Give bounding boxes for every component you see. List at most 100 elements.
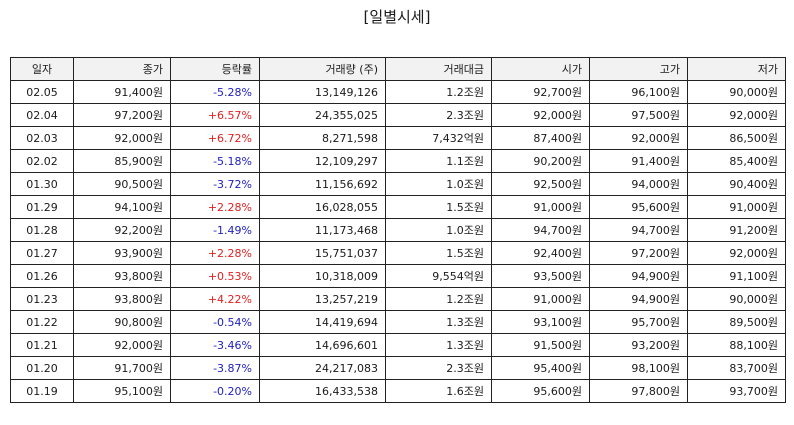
cell-low: 90,000원 [687,80,786,104]
cell-high: 94,900원 [589,264,688,288]
cell-date: 01.21 [10,333,74,357]
cell-date: 02.04 [10,103,74,127]
cell-amount: 9,554억원 [385,264,492,288]
cell-open: 91,000원 [491,287,590,311]
cell-low: 91,200원 [687,218,786,242]
cell-open: 94,700원 [491,218,590,242]
cell-open: 92,400원 [491,241,590,265]
table-row: 01.27 93,900원 +2.28% 15,751,037 1.5조원 92,400원… [10,241,786,265]
cell-low: 85,400원 [687,149,786,173]
cell-amount: 1.0조원 [385,218,492,242]
cell-close: 95,100원 [73,379,171,403]
cell-volume: 24,355,025 [259,103,386,127]
table-row: 01.23 93,800원 +4.22% 13,257,219 1.2조원 91,000원… [10,287,786,311]
cell-amount: 1.2조원 [385,287,492,311]
cell-low: 89,500원 [687,310,786,334]
cell-low: 90,400원 [687,172,786,196]
cell-open: 92,700원 [491,80,590,104]
cell-open: 91,500원 [491,333,590,357]
cell-high: 94,700원 [589,218,688,242]
table-row: 01.21 92,000원 -3.46% 14,696,601 1.3조원 91,500원… [10,333,786,357]
table-body: 02.05 91,400원 -5.28% 13,149,126 1.2조원 92,700원… [10,80,786,403]
cell-open: 91,000원 [491,195,590,219]
cell-close: 92,000원 [73,126,171,150]
cell-close: 93,800원 [73,287,171,311]
cell-close: 93,900원 [73,241,171,265]
cell-volume: 15,751,037 [259,241,386,265]
cell-high: 91,400원 [589,149,688,173]
cell-amount: 1.1조원 [385,149,492,173]
cell-change: +4.22% [170,287,260,311]
cell-change: +0.53% [170,264,260,288]
cell-change: -3.46% [170,333,260,357]
cell-low: 91,000원 [687,195,786,219]
cell-date: 01.26 [10,264,74,288]
cell-close: 97,200원 [73,103,171,127]
cell-volume: 13,257,219 [259,287,386,311]
cell-amount: 1.3조원 [385,333,492,357]
cell-high: 97,500원 [589,103,688,127]
cell-change: -3.72% [170,172,260,196]
cell-change: -5.28% [170,80,260,104]
cell-close: 91,400원 [73,80,171,104]
cell-amount: 7,432억원 [385,126,492,150]
cell-amount: 1.5조원 [385,241,492,265]
cell-volume: 16,433,538 [259,379,386,403]
table-header-row: 일자 종가 등락률 거래량 (주) 거래대금 시가 고가 저가 [10,57,786,81]
cell-change: +2.28% [170,195,260,219]
cell-open: 92,000원 [491,103,590,127]
cell-amount: 1.0조원 [385,172,492,196]
cell-change: -0.54% [170,310,260,334]
cell-open: 95,400원 [491,356,590,380]
cell-high: 94,000원 [589,172,688,196]
cell-change: +6.57% [170,103,260,127]
table-row: 02.02 85,900원 -5.18% 12,109,297 1.1조원 90,200원… [10,149,786,173]
cell-date: 02.03 [10,126,74,150]
cell-high: 94,900원 [589,287,688,311]
table-row: 01.28 92,200원 -1.49% 11,173,468 1.0조원 94,700원… [10,218,786,242]
cell-date: 01.28 [10,218,74,242]
daily-price-table: 일자 종가 등락률 거래량 (주) 거래대금 시가 고가 저가 02.05 91,… [10,57,786,403]
cell-amount: 1.6조원 [385,379,492,403]
cell-close: 92,200원 [73,218,171,242]
cell-high: 96,100원 [589,80,688,104]
table-row: 02.03 92,000원 +6.72% 8,271,598 7,432억원 87,400… [10,126,786,150]
cell-date: 02.05 [10,80,74,104]
cell-change: +6.72% [170,126,260,150]
cell-high: 97,200원 [589,241,688,265]
cell-date: 01.20 [10,356,74,380]
cell-close: 90,500원 [73,172,171,196]
cell-volume: 14,696,601 [259,333,386,357]
column-header-low: 저가 [687,57,786,81]
cell-low: 92,000원 [687,103,786,127]
cell-amount: 2.3조원 [385,103,492,127]
cell-date: 01.19 [10,379,74,403]
page-title: [일별시세] [363,8,431,26]
table-row: 01.22 90,800원 -0.54% 14,419,694 1.3조원 93,100원… [10,310,786,334]
table-row: 02.05 91,400원 -5.28% 13,149,126 1.2조원 92,700원… [10,80,786,104]
column-header-change: 등락률 [170,57,260,81]
cell-volume: 13,149,126 [259,80,386,104]
cell-high: 93,200원 [589,333,688,357]
cell-amount: 1.2조원 [385,80,492,104]
cell-close: 94,100원 [73,195,171,219]
cell-close: 85,900원 [73,149,171,173]
cell-date: 01.27 [10,241,74,265]
cell-high: 95,700원 [589,310,688,334]
column-header-high: 고가 [589,57,688,81]
cell-date: 01.22 [10,310,74,334]
cell-volume: 11,156,692 [259,172,386,196]
cell-volume: 24,217,083 [259,356,386,380]
cell-low: 83,700원 [687,356,786,380]
cell-amount: 1.5조원 [385,195,492,219]
cell-high: 97,800원 [589,379,688,403]
cell-open: 87,400원 [491,126,590,150]
cell-high: 92,000원 [589,126,688,150]
cell-date: 02.02 [10,149,74,173]
cell-low: 86,500원 [687,126,786,150]
cell-close: 91,700원 [73,356,171,380]
table-row: 01.30 90,500원 -3.72% 11,156,692 1.0조원 92,500원… [10,172,786,196]
cell-open: 93,500원 [491,264,590,288]
column-header-open: 시가 [491,57,590,81]
cell-low: 90,000원 [687,287,786,311]
